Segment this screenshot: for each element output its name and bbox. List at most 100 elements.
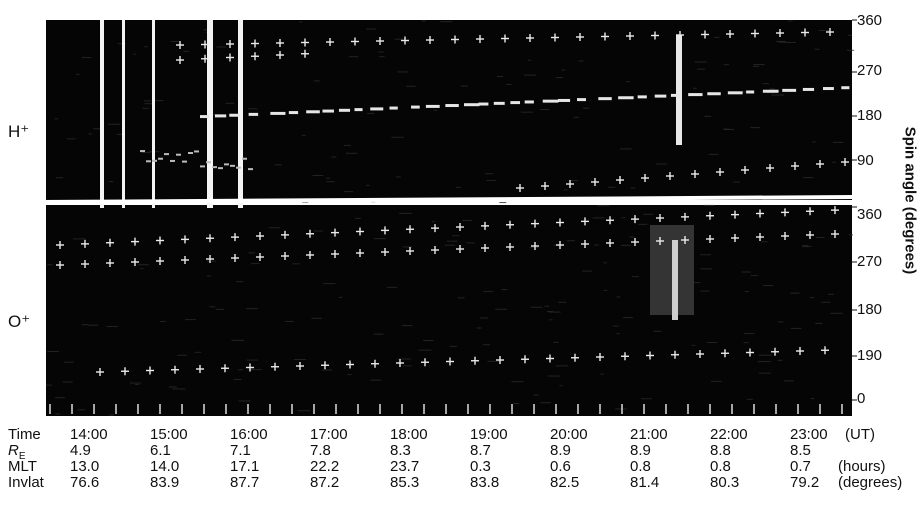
noise-streak [573, 116, 579, 118]
h-band-blip [463, 103, 480, 107]
noise-streak [402, 246, 413, 248]
h-band-blip [146, 160, 151, 163]
table-cell: 19:00 [470, 426, 508, 443]
noise-streak [466, 242, 475, 244]
noise-streak [631, 276, 639, 278]
noise-streak [301, 134, 306, 136]
noise-streak [231, 339, 245, 341]
noise-streak [398, 358, 411, 360]
noise-streak [402, 325, 413, 327]
h-band-blip [354, 108, 363, 112]
noise-streak [643, 213, 654, 215]
table-cell: 4.9 [70, 442, 91, 459]
noise-streak [788, 20, 793, 22]
table-cell: 6.1 [150, 442, 171, 459]
noise-streak [692, 87, 697, 89]
noise-streak [457, 297, 465, 299]
noise-streak [449, 345, 457, 347]
noise-streak [421, 20, 426, 22]
noise-streak [485, 173, 494, 175]
burst-stripe [672, 240, 678, 320]
table-cell: 16:00 [230, 426, 268, 443]
table-cell: 8.8 [710, 442, 731, 459]
noise-streak [775, 40, 786, 42]
noise-streak [395, 176, 401, 178]
noise-streak [143, 100, 152, 102]
noise-streak [814, 48, 820, 50]
noise-streak [540, 109, 550, 111]
table-cell: 76.6 [70, 474, 100, 491]
h-band-blip [236, 166, 241, 169]
noise-streak [758, 372, 771, 374]
table-row-label: Time [8, 426, 41, 443]
noise-streak [172, 388, 186, 390]
table-cell: 8.5 [790, 442, 811, 459]
noise-streak [54, 118, 59, 120]
noise-streak [370, 379, 382, 381]
h-band-blip [688, 93, 703, 97]
table-cell: 0.8 [710, 458, 731, 475]
table-cell: 14:00 [70, 426, 108, 443]
noise-streak [93, 128, 102, 130]
table-cell: 13.0 [70, 458, 100, 475]
noise-streak [391, 136, 404, 138]
h-band-blip [224, 163, 229, 166]
noise-streak [373, 333, 384, 335]
noise-streak [523, 74, 537, 76]
noise-streak [612, 325, 619, 327]
noise-streak [815, 236, 825, 238]
table-cell: 20:00 [550, 426, 588, 443]
table-row-label: RE [8, 443, 26, 465]
noise-streak [235, 281, 244, 283]
noise-streak [653, 330, 662, 332]
noise-streak [828, 293, 834, 295]
noise-streak [548, 311, 561, 313]
noise-streak [626, 81, 631, 83]
noise-streak [747, 398, 753, 400]
noise-streak [108, 123, 121, 125]
noise-streak [55, 397, 65, 399]
noise-streak [294, 359, 307, 361]
noise-streak [723, 64, 729, 66]
spin-angle-axis-label: Spin angle (degrees) [901, 126, 919, 275]
table-row-label-main: R [8, 442, 19, 459]
noise-streak [373, 238, 386, 240]
noise-streak [141, 152, 151, 154]
panel-o-background [46, 205, 852, 416]
noise-streak [285, 320, 294, 322]
noise-streak [81, 324, 88, 326]
table-cell: 15:00 [150, 426, 188, 443]
noise-streak [777, 359, 783, 361]
noise-streak [583, 107, 589, 109]
noise-streak [177, 354, 187, 356]
table-cell: 17:00 [310, 426, 348, 443]
noise-streak [225, 102, 235, 104]
h-band-blip [802, 87, 815, 91]
noise-streak [134, 383, 140, 385]
tick-h-90: 90 [857, 152, 874, 169]
noise-streak [520, 111, 533, 113]
table-cell: 14.0 [150, 458, 180, 475]
noise-streak [694, 61, 707, 63]
noise-streak [750, 127, 761, 129]
noise-streak [274, 164, 282, 166]
noise-streak [706, 341, 718, 343]
h-band-blip [524, 100, 534, 104]
noise-streak [848, 234, 853, 236]
noise-streak [108, 181, 114, 183]
noise-streak [501, 289, 508, 291]
noise-streak [144, 103, 154, 105]
table-row-unit: (UT) [845, 426, 875, 443]
h-band-blip [445, 104, 459, 108]
noise-streak [55, 177, 64, 179]
h-band-blip [637, 95, 647, 99]
noise-streak [325, 177, 331, 179]
table-cell: 87.2 [310, 474, 340, 491]
noise-streak [117, 43, 127, 45]
noise-streak [656, 163, 667, 165]
noise-streak [803, 177, 814, 179]
noise-streak [762, 83, 770, 85]
noise-streak [81, 57, 92, 59]
noise-streak [47, 264, 53, 266]
